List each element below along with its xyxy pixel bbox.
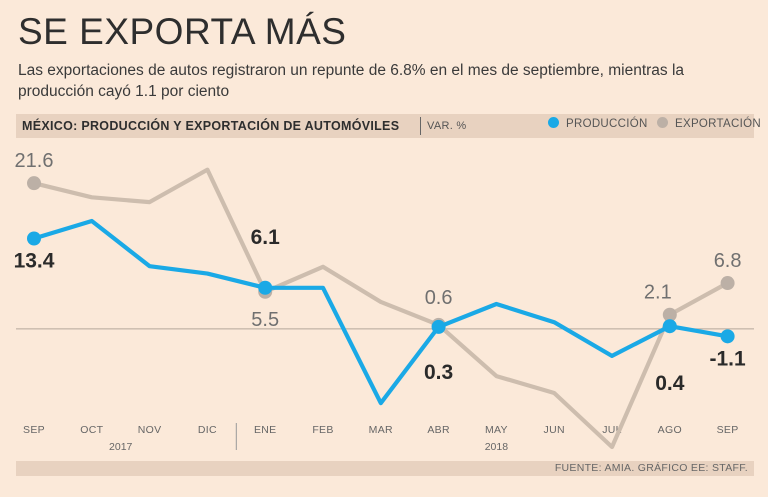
chart-subtitle: Las exportaciones de autos registraron u… [18, 62, 685, 100]
x-tick-label: MAR [369, 424, 393, 436]
export-point-marker [662, 307, 677, 322]
production-data-label: -1.1 [710, 347, 747, 370]
chart-header-band: MÉXICO: PRODUCCIÓN Y EXPORTACIÓN DE AUTO… [16, 114, 761, 138]
export-data-label: 2.1 [644, 282, 672, 304]
production-data-label: 0.4 [655, 372, 685, 395]
production-point-marker [662, 319, 677, 334]
chart-headline: SE EXPORTA MÁS [18, 11, 347, 52]
export-point-marker [720, 276, 735, 291]
x-tick-label: JUN [544, 424, 565, 436]
header-divider [420, 117, 421, 135]
x-tick-label: SEP [717, 424, 739, 436]
production-point-marker [431, 319, 446, 334]
production-point-marker [27, 231, 41, 246]
legend-production: PRODUCCIÓN [548, 117, 648, 130]
chart-title: MÉXICO: PRODUCCIÓN Y EXPORTACIÓN DE AUTO… [22, 119, 400, 133]
x-tick-label: SEP [23, 424, 45, 436]
production-data-label: 13.4 [14, 250, 55, 273]
x-tick-label: NOV [138, 424, 162, 436]
x-tick-label: DIC [198, 424, 217, 436]
production-series-line [31, 218, 730, 406]
legend-production-label: PRODUCCIÓN [566, 118, 648, 130]
footer-band: FUENTE: AMIA. GRÁFICO EE: STAFF. [16, 461, 754, 476]
x-tick-label: ABR [427, 424, 450, 436]
legend-export: EXPORTACIÓN [657, 117, 761, 130]
legend-export-label: EXPORTACIÓN [675, 118, 761, 130]
x-tick-label: FEB [312, 424, 333, 436]
export-series-line [31, 167, 730, 450]
year-label: 2017 [109, 441, 133, 453]
production-dot-icon [548, 117, 559, 128]
export-data-label: 0.6 [425, 287, 453, 309]
x-tick-label: OCT [80, 424, 103, 436]
export-point-marker [27, 176, 41, 191]
unit-label: VAR. % [427, 120, 467, 132]
source-note: FUENTE: AMIA. GRÁFICO EE: STAFF. [554, 462, 748, 474]
production-point-marker [720, 329, 735, 344]
x-tick-label: ENE [254, 424, 277, 436]
export-dot-icon [657, 117, 668, 128]
export-data-label: 21.6 [15, 150, 54, 172]
x-tick-label: AGO [658, 424, 682, 436]
production-data-label: 6.1 [251, 226, 281, 249]
x-tick-label: MAY [485, 424, 508, 436]
export-data-label: 5.5 [251, 309, 279, 331]
production-point-marker [258, 280, 273, 295]
export-data-label: 6.8 [714, 250, 742, 272]
year-label: 2018 [485, 441, 509, 453]
production-data-label: 0.3 [424, 361, 453, 384]
